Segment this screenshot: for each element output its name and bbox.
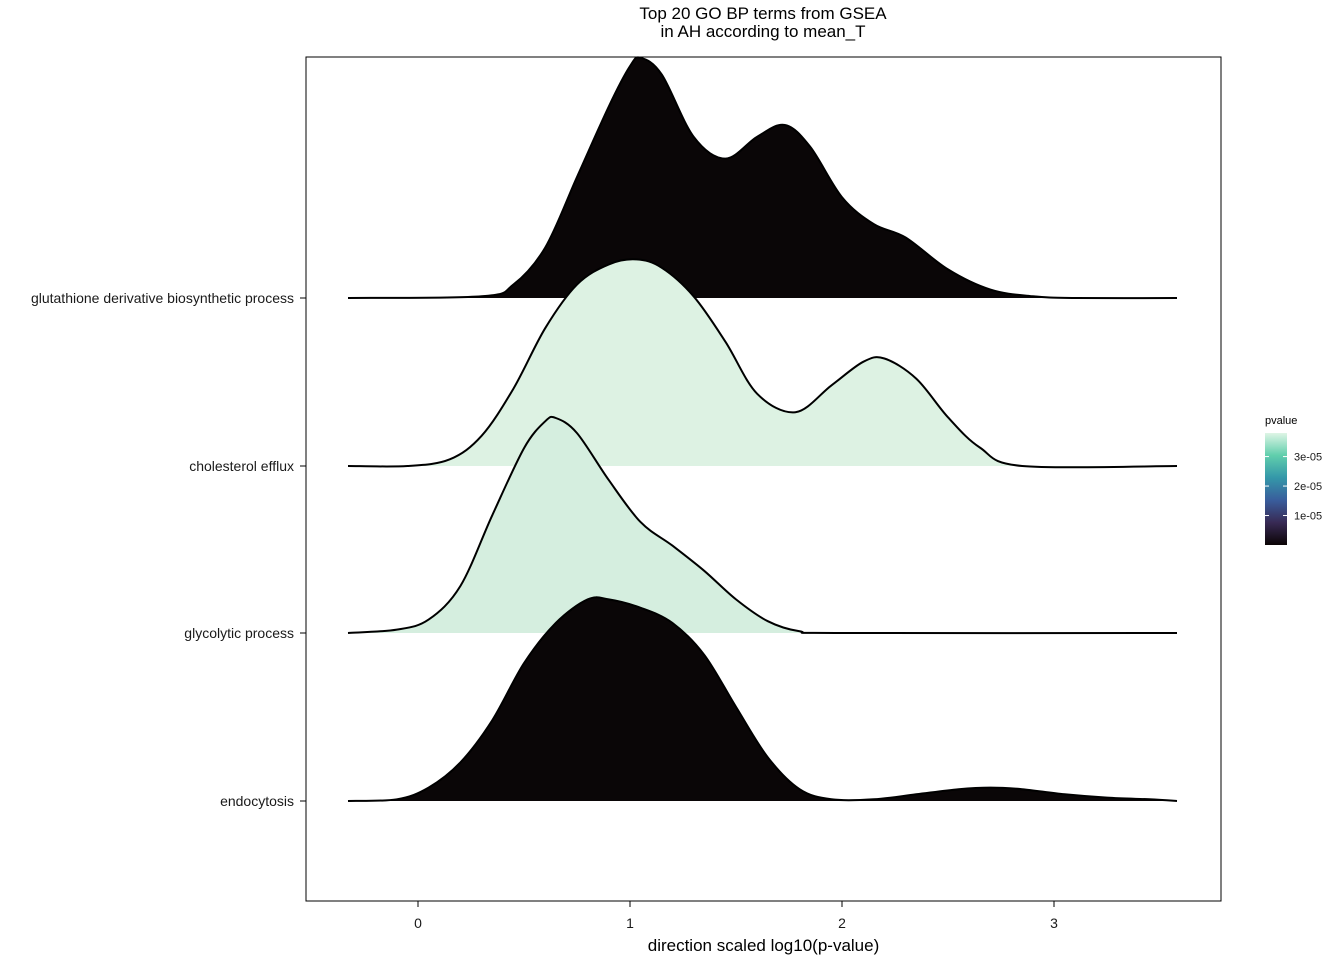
y-tick-label: endocytosis xyxy=(220,793,294,809)
chart-subtitle: in AH according to mean_T xyxy=(660,22,866,41)
ridge-area xyxy=(348,597,1177,801)
legend-tick-label: 1e-05 xyxy=(1294,511,1322,523)
plot-panel-border xyxy=(305,56,1222,902)
ridge-endocytosis xyxy=(347,596,1178,802)
legend-title: pvalue xyxy=(1265,415,1298,427)
y-tick-label: glutathione derivative biosynthetic proc… xyxy=(31,290,294,306)
legend-colorbar xyxy=(1265,433,1287,545)
ridge-outline xyxy=(347,258,1178,469)
ridge-outline xyxy=(347,415,1178,635)
x-tick-label: 2 xyxy=(838,915,846,931)
x-tick-label: 1 xyxy=(626,915,634,931)
ridges-layer xyxy=(347,56,1178,802)
x-tick-label: 0 xyxy=(414,915,422,931)
chart-title: Top 20 GO BP terms from GSEA xyxy=(639,4,887,23)
x-tick-label: 3 xyxy=(1050,915,1058,931)
legend-tick-label: 3e-05 xyxy=(1294,452,1322,464)
legend-tick-label: 2e-05 xyxy=(1294,481,1322,493)
ridge-area xyxy=(348,259,1177,468)
ridge-area xyxy=(348,57,1177,299)
ridge-glutathione-derivative-biosynthetic-process xyxy=(347,56,1178,300)
x-axis-label: direction scaled log10(p-value) xyxy=(647,936,880,955)
color-legend: 1e-05 2e-05 3e-05 xyxy=(1265,433,1322,545)
ridge-outline xyxy=(347,596,1178,802)
ridge-glycolytic-process xyxy=(347,415,1178,635)
y-axis: glutathione derivative biosynthetic proc… xyxy=(31,290,306,809)
ridge-outline xyxy=(347,56,1178,300)
y-tick-label: glycolytic process xyxy=(184,625,294,641)
ridge-cholesterol-efflux xyxy=(347,258,1178,469)
x-axis: 0 1 2 3 xyxy=(414,901,1058,931)
y-tick-label: cholesterol efflux xyxy=(189,458,294,474)
ridge-area xyxy=(348,416,1177,634)
